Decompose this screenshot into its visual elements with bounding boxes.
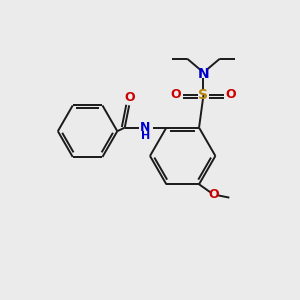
Text: N: N <box>140 121 151 134</box>
Text: O: O <box>226 88 236 101</box>
Text: S: S <box>199 88 208 102</box>
Text: O: O <box>124 92 134 104</box>
Text: N: N <box>198 67 209 81</box>
Text: O: O <box>171 88 182 101</box>
Text: O: O <box>208 188 219 201</box>
Text: H: H <box>141 131 150 141</box>
